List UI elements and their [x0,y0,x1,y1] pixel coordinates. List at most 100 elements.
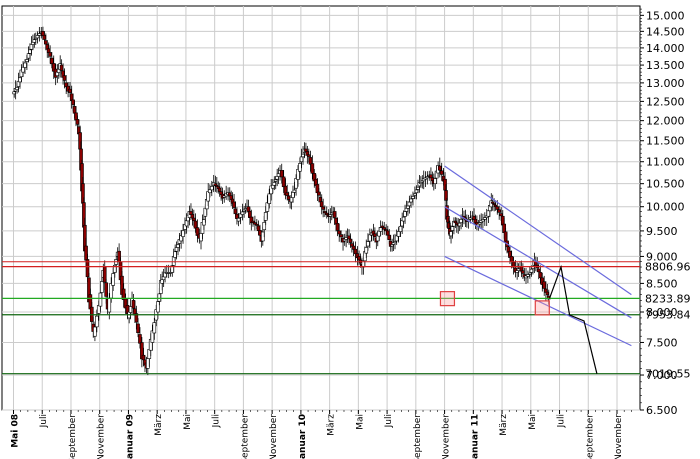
candle-body [308,157,313,165]
candle-body [179,235,183,242]
candle-body [444,190,448,201]
candle-body [64,82,68,88]
y-tick-label: 12.500 [646,95,685,108]
candle-body [50,57,54,65]
candle-body [25,59,29,62]
y-tick-label: 13.000 [646,77,685,90]
candle-body [446,215,450,223]
candle-body [353,248,358,255]
candle-body [437,165,442,171]
candle-body [296,169,300,180]
trend-channel-line [444,165,632,296]
x-tick-label: März [499,414,509,436]
y-tick-label: 11.000 [646,156,685,169]
candle-body [495,206,500,210]
candle-body [222,195,227,198]
candle-body [100,281,104,293]
candle-body [33,38,38,40]
candle-body [193,220,198,229]
candle-body [499,213,503,217]
candle-body [62,75,67,81]
candle-body [37,33,42,36]
candle-body [85,259,90,278]
y-tick-label: 7.000 [646,369,678,382]
candle-body [481,219,485,222]
x-tick-label: November [442,414,452,459]
candle-body [540,277,545,285]
candle-body [136,323,140,334]
candle-body [511,262,516,268]
candle-body [423,177,428,180]
candle-body [195,227,200,236]
level-label-bg [642,259,698,274]
x-tick-label: Mai [183,414,193,430]
candle-body [208,189,212,194]
plot-frame [1,5,641,411]
y-tick-label: 8.500 [646,277,678,290]
y-tick-label: 12.000 [646,115,685,128]
candle-body [51,63,56,72]
candle-body [483,217,487,220]
candle-body [279,170,284,178]
candle-body [398,225,403,232]
candle-body [294,178,298,189]
candle-body [298,163,302,172]
candle-body [68,88,72,93]
candle-body [497,209,501,213]
candle-body [337,230,342,235]
x-tick-label: März [327,414,337,436]
candle-body [382,227,387,230]
candle-body [425,176,430,179]
y-tick-label: 10.500 [646,178,685,191]
candle-body [509,256,514,263]
candle-body [393,241,397,244]
x-tick-label: Juli [39,414,49,428]
candle-body [538,272,543,279]
candle-body [335,223,340,231]
y-tick-label: 8.000 [646,306,678,319]
candle-body [209,186,214,191]
candle-body [378,227,383,232]
candle-body [396,231,401,237]
grid [1,5,641,411]
candle-body [251,220,255,223]
candle-body [542,281,547,289]
trend-channel-line [444,206,632,319]
x-tick-label: September [68,414,78,459]
candle-body [263,212,268,221]
candle-body [181,230,185,237]
y-tick-label: 10.000 [646,201,685,214]
candle-body [310,163,315,174]
x-tick-label: Januar 09 [125,414,135,459]
candle-body [104,282,108,297]
x-tick-label: Januar 11 [470,414,480,459]
candle-body [323,211,327,214]
y-tick-label: 14.000 [646,42,685,55]
x-tick-label: März [154,414,164,436]
candle-body [524,275,528,279]
candle-body [407,201,412,207]
candle-body [253,222,257,225]
candle-body [262,222,267,231]
candle-body [265,202,270,212]
x-tick-label: Juli [212,414,222,428]
candle-body [107,297,112,313]
candle-body [439,170,444,175]
highlight-box [439,291,456,307]
y-tick-label: 13.500 [646,59,685,72]
candle-body [66,85,70,92]
level-label-bg [642,366,698,381]
y-tick-label: 9.000 [646,250,678,263]
x-tick-label: September [413,414,423,459]
candle-body [150,330,155,343]
x-tick-label: November [97,414,107,459]
candle-body [96,305,101,314]
candle-body [443,178,447,191]
candle-body [152,322,157,334]
candle-body [528,272,532,275]
candle-body [224,193,228,197]
candle-body [156,301,160,313]
candle-body [351,245,356,250]
candle-body [321,206,325,210]
